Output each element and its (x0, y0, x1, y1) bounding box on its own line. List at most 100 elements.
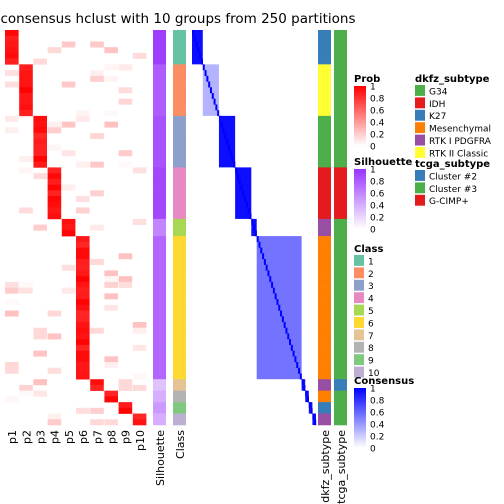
dkfz-subtype-cell (318, 258, 331, 266)
dkfz-subtype-cell (318, 310, 331, 317)
consensus-diagonal-cell (290, 344, 293, 351)
class-cell (173, 258, 186, 266)
membership-cell (76, 293, 90, 300)
membership-cell (19, 384, 33, 391)
class-legend-label: 1 (368, 257, 374, 267)
membership-cell (19, 104, 33, 111)
membership-cell (47, 419, 62, 426)
tcga-subtype-legend-label: Cluster #2 (429, 172, 477, 182)
membership-cell (47, 190, 62, 197)
membership-cell (76, 270, 90, 277)
dkfz-subtype-cell (318, 58, 331, 65)
consensus-diagonal-cell (307, 396, 310, 403)
dkfz-subtype-cell (318, 230, 331, 237)
consensus-diagonal-cell (247, 207, 250, 214)
membership-cell (47, 173, 62, 180)
dkfz-subtype-cell (318, 270, 331, 277)
membership-cell (33, 224, 47, 231)
membership-cell (5, 81, 19, 88)
tcga-subtype-cell (334, 184, 347, 191)
silhouette-cell (153, 321, 166, 328)
class-cell (173, 299, 186, 306)
silhouette-cell (153, 402, 166, 409)
tcga-subtype-cell (334, 35, 347, 42)
membership-cell (132, 413, 147, 420)
tcga-subtype-cell (334, 384, 347, 391)
consensus-diagonal-cell (218, 115, 221, 122)
membership-cell (90, 133, 104, 140)
class-legend-label: 9 (368, 357, 374, 367)
tcga-subtype-cell (334, 304, 347, 311)
class-cell (173, 30, 186, 37)
dkfz-subtype-cell (318, 110, 331, 117)
consensus-legend-colorbar (354, 388, 366, 448)
tcga-subtype-cell (334, 155, 347, 162)
legends: Prob10.80.60.40.20Silhouette10.80.60.40.… (354, 74, 492, 455)
membership-cell (5, 362, 19, 369)
class-cell (173, 196, 186, 203)
class-cell (173, 316, 186, 323)
column-label-p8: p8 (106, 430, 119, 444)
membership-cell (104, 396, 118, 403)
membership-cell (5, 310, 19, 317)
silhouette-cell (153, 87, 166, 94)
tcga-subtype-cell (334, 247, 347, 254)
tcga-subtype-cell (334, 413, 347, 420)
class-cell (173, 127, 186, 134)
membership-cell (76, 304, 90, 311)
tcga-subtype-cell (334, 310, 347, 317)
class-cell (173, 144, 186, 151)
silhouette-cell (153, 81, 166, 88)
membership-cell (104, 121, 118, 128)
membership-cell (5, 281, 19, 288)
membership-cell (47, 333, 62, 340)
membership-cell (33, 327, 47, 334)
silhouette-cell (153, 299, 166, 306)
membership-cell (47, 121, 62, 128)
membership-cell (104, 270, 118, 277)
class-cell (173, 310, 186, 317)
class-legend-label: 7 (368, 332, 374, 342)
consensus-diagonal-cell (258, 241, 261, 248)
membership-cell (33, 161, 47, 168)
silhouette-cell (153, 70, 166, 77)
class-cell (173, 41, 186, 48)
consensus-legend-tick: 0.6 (370, 409, 385, 419)
prob-legend-title: Prob (354, 74, 380, 85)
membership-cell (76, 161, 90, 168)
dkfz-subtype-cell (318, 373, 331, 380)
membership-cell (76, 356, 90, 363)
tcga-subtype-cell (334, 190, 347, 197)
dkfz-subtype-cell (318, 253, 331, 260)
consensus-diagonal-cell (251, 218, 254, 225)
silhouette-cell (153, 178, 166, 185)
silhouette-cell (153, 201, 166, 208)
class-cell (173, 98, 186, 105)
membership-cell (61, 287, 76, 294)
class-legend-swatch (354, 304, 364, 316)
membership-cell (104, 75, 118, 82)
tcga-subtype-cell (334, 178, 347, 185)
class-cell (173, 344, 186, 351)
column-label-p10: p10 (134, 430, 147, 451)
column-label-silhouette: Silhouette (154, 430, 167, 486)
class-cell (173, 350, 186, 357)
tcga-subtype-cell (334, 293, 347, 300)
column-label-tcga-subtype: tcga_subtype (335, 430, 348, 504)
tcga-subtype-legend-swatch (415, 194, 425, 206)
class-cell (173, 236, 186, 243)
tcga-subtype-cell (334, 321, 347, 328)
membership-cell (76, 253, 90, 260)
silhouette-cell (153, 127, 166, 134)
membership-cell (76, 247, 90, 254)
class-legend-label: 10 (368, 369, 380, 379)
class-legend-swatch (354, 292, 364, 304)
tcga-subtype-cell (334, 41, 347, 48)
tcga-subtype-legend-label: G-CIMP+ (429, 197, 469, 207)
tcga-subtype-cell (334, 287, 347, 294)
silhouette-cell (153, 133, 166, 140)
membership-cell (118, 402, 133, 409)
membership-cell (5, 30, 19, 37)
dkfz-subtype-cell (318, 287, 331, 294)
class-cell (173, 253, 186, 260)
